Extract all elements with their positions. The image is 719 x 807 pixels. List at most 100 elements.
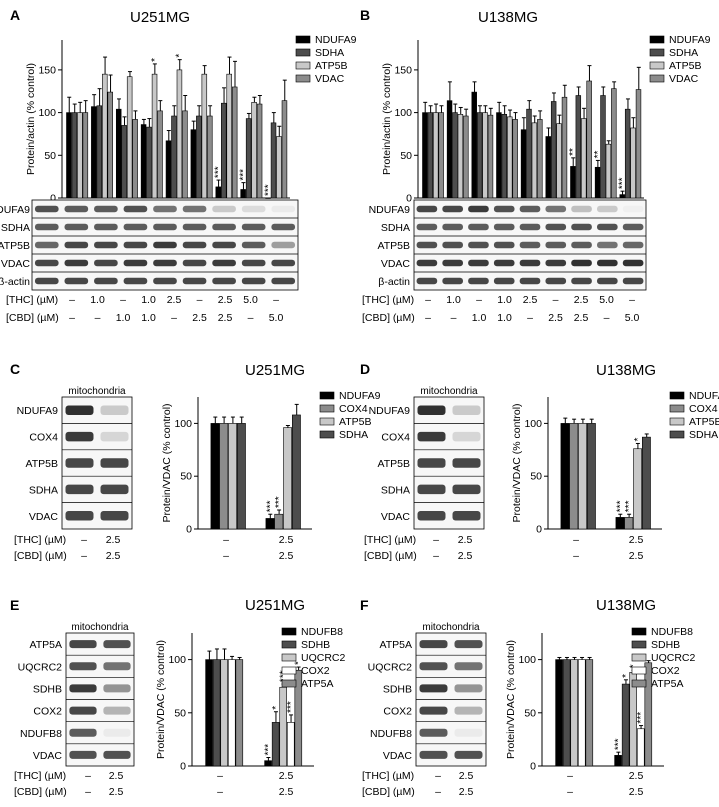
blot-label-vdac: VDAC (1, 258, 31, 270)
blot-band (416, 277, 438, 285)
significance-mark: *** (214, 166, 225, 178)
blot-band (493, 277, 515, 285)
y-axis-label: Protein/VDAC (% control) (505, 640, 517, 759)
blot-label-cox4: COX4 (29, 432, 58, 444)
bar-vdac (82, 112, 89, 199)
blot-header: mitochondria (422, 622, 480, 633)
blot-label-vdac: VDAC (383, 750, 413, 762)
bar-atp5b (228, 423, 237, 530)
blot-band (241, 259, 266, 267)
treatment-value-plot: 2.5 (279, 786, 294, 798)
significance-mark: *** (615, 500, 626, 512)
treatment-value: – (604, 312, 610, 324)
blot-band (419, 750, 448, 759)
y-tick-label: 50 (400, 150, 412, 162)
blot-label-atp5a: ATP5A (380, 639, 412, 651)
bar-vdac (157, 110, 163, 199)
bar-sdha (427, 112, 434, 199)
treatment-label-e-0: [THC] (µM) (14, 770, 66, 782)
bar-ndufa9 (560, 423, 570, 530)
blot-band (519, 277, 541, 285)
blot-band (182, 241, 207, 249)
bar-atp5b (226, 73, 232, 199)
blot-band (34, 259, 59, 267)
blot-band (64, 259, 89, 267)
blot-band (64, 277, 89, 285)
blot-band (69, 662, 97, 671)
treatment-label-b-0: [THC] (µM) (362, 294, 414, 306)
blot-band (65, 431, 94, 442)
legend-label-ndufa9: NDUFA9 (689, 390, 719, 402)
bar-vdac (586, 80, 592, 199)
blot-label-uqcrc2: UQCRC2 (18, 661, 62, 673)
panel-e-title: U251MG (245, 597, 305, 614)
treatment-value: 5.0 (625, 312, 640, 324)
bar-sdha (550, 101, 557, 199)
blot-label-sdha: SDHA (381, 222, 410, 234)
blot-band (69, 750, 97, 759)
legend-swatch-sdhb (281, 640, 297, 649)
blot-label-atp5b: ATP5B (0, 240, 30, 252)
blot-band (182, 277, 207, 285)
bar-atp5b (457, 114, 464, 199)
blot-band (468, 259, 489, 267)
treatment-value-blot: 2.5 (106, 550, 121, 562)
bar-atp5b (578, 423, 587, 530)
blot-band (64, 241, 89, 249)
blot-band (545, 241, 567, 249)
bar-cox4 (569, 423, 579, 530)
significance-mark: * (629, 664, 640, 668)
treatment-value-plot: 2.5 (629, 534, 644, 546)
treatment-value-plot: – (573, 550, 579, 562)
treatment-value-blot: – (81, 534, 87, 546)
treatment-value: – (69, 294, 75, 306)
bar-sdhb (621, 683, 630, 767)
blot-band (519, 259, 541, 267)
bar-ndufa9 (520, 129, 527, 199)
blot-band (442, 241, 463, 249)
blot-label-sdhb: SDHB (33, 683, 62, 695)
treatment-value: 5.0 (599, 294, 614, 306)
y-tick-label: 100 (174, 418, 192, 430)
bar-sdha (575, 95, 582, 199)
bar-atp5b (605, 143, 612, 199)
blot-band (212, 259, 236, 267)
blot-label-sdha: SDHA (29, 484, 58, 496)
blot-band (452, 431, 481, 442)
treatment-value-plot: – (223, 534, 229, 546)
treatment-value-blot: – (85, 786, 91, 798)
bar-atp5b (251, 102, 257, 199)
bar-ndufb8 (205, 659, 213, 767)
blot-band (419, 640, 448, 649)
legend-label-vdac: VDAC (315, 73, 345, 85)
y-tick-label: 100 (168, 654, 186, 666)
significance-mark: ** (568, 148, 579, 156)
y-axis-label: Protein/VDAC (% control) (155, 640, 167, 759)
blot-label-ndufa9: NDUFA9 (369, 204, 411, 216)
bar-ndufa9 (190, 129, 197, 199)
legend-label-ndufb8: NDUFB8 (301, 626, 343, 638)
treatment-value: 2.5 (574, 312, 589, 324)
blot-band (417, 405, 446, 415)
legend-label-atp5b: ATP5B (689, 416, 719, 428)
bar-sdha (237, 423, 246, 530)
blot-band (94, 277, 118, 285)
legend-swatch-sdha (319, 430, 335, 439)
legend-swatch-uqcrc2 (631, 653, 647, 662)
blot-band (100, 405, 129, 415)
y-tick-label: 0 (50, 193, 56, 205)
significance-mark: * (175, 54, 186, 58)
significance-mark: * (294, 661, 305, 665)
significance-mark: *** (618, 177, 629, 189)
blot-band (123, 277, 148, 285)
legend-label-cox2: COX2 (651, 665, 680, 677)
legend-swatch-cox4 (319, 404, 335, 413)
treatment-value: – (527, 312, 533, 324)
treatment-value: – (120, 294, 126, 306)
bar-sdha (624, 108, 631, 199)
blot-band (271, 259, 296, 267)
blot-band (34, 277, 59, 285)
blot-band (34, 223, 59, 231)
